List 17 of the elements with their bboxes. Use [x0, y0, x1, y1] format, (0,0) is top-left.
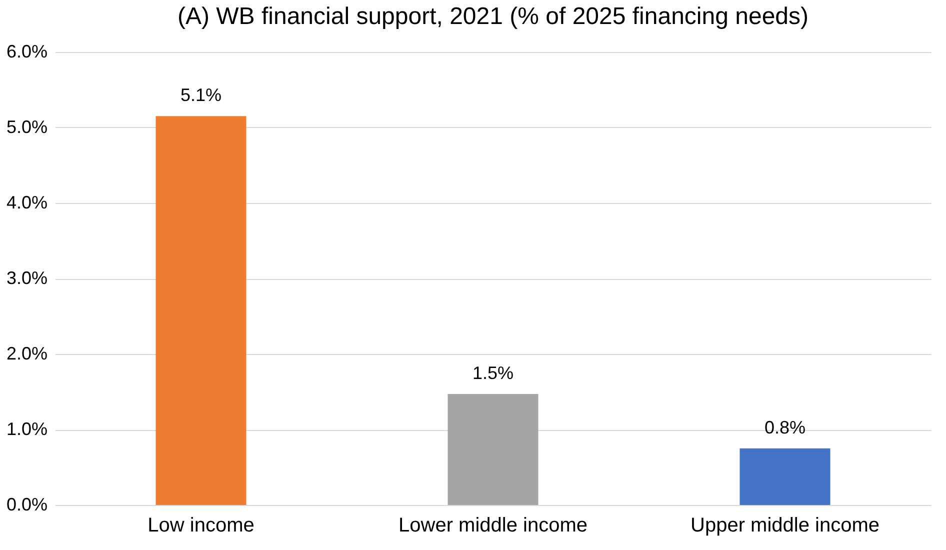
bar: [740, 448, 830, 505]
y-tick-label: 2.0%: [6, 344, 48, 364]
data-label: 5.1%: [180, 85, 222, 106]
x-tick-label: Upper middle income: [690, 514, 880, 536]
chart-title: (A) WB financial support, 2021 (% of 2025 financing needs): [177, 3, 809, 30]
y-tick-label: 1.0%: [6, 419, 48, 439]
y-tick-label: 4.0%: [6, 192, 48, 212]
y-tick-label: 5.0%: [6, 117, 48, 137]
data-label: 0.8%: [764, 417, 806, 438]
x-tick-label: Low income: [148, 514, 254, 536]
x-tick-label: Lower middle income: [398, 514, 588, 536]
y-tick-label: 0.0%: [6, 494, 48, 514]
data-label: 1.5%: [472, 363, 514, 384]
bar: [156, 116, 246, 505]
bar: [448, 394, 538, 505]
y-tick-label: 3.0%: [6, 268, 48, 288]
y-tick-label: 6.0%: [6, 42, 48, 62]
